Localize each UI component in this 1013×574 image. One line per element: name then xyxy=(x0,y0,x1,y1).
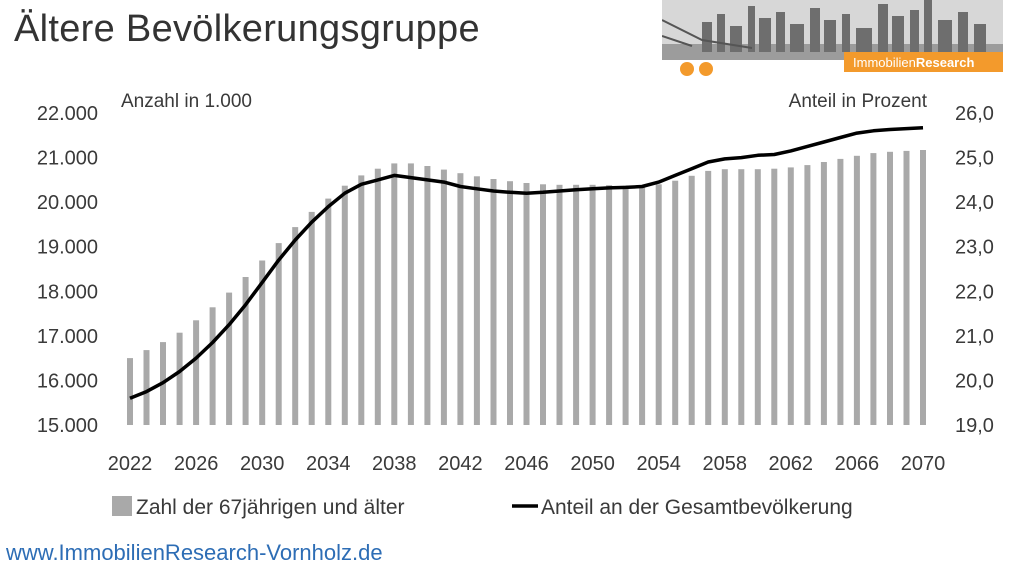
bar xyxy=(540,184,546,425)
bar xyxy=(606,185,613,425)
orange-dot-icon xyxy=(680,62,694,76)
bar xyxy=(358,175,365,425)
y-right-tick-label: 22,0 xyxy=(955,281,994,303)
bar xyxy=(523,183,530,425)
bar xyxy=(341,185,348,425)
x-tick-label: 2042 xyxy=(438,453,483,475)
y-left-tick-label: 22.000 xyxy=(37,103,98,125)
y-right-tick-label: 25,0 xyxy=(955,148,994,170)
series-line xyxy=(129,125,924,400)
skyline-logo-image: ImmobilienResearch xyxy=(661,0,1003,76)
bar xyxy=(275,243,282,425)
y-right-tick-label: 20,0 xyxy=(955,370,994,392)
bar xyxy=(259,260,266,425)
bar xyxy=(903,150,910,425)
bar xyxy=(176,332,183,425)
brand-bold-text: Research xyxy=(916,55,975,70)
right-axis-label: Anteil in Prozent xyxy=(789,91,928,112)
bar xyxy=(771,168,778,425)
x-tick-label: 2038 xyxy=(372,453,417,475)
bar xyxy=(622,185,629,425)
x-tick-label: 2054 xyxy=(636,453,681,475)
bar xyxy=(440,169,447,425)
x-tick-label: 2026 xyxy=(174,453,219,475)
x-tick-label: 2050 xyxy=(570,453,615,475)
bar xyxy=(242,277,249,425)
bar xyxy=(804,165,811,425)
bar xyxy=(820,162,827,425)
bar xyxy=(870,153,877,425)
bar xyxy=(787,167,794,425)
x-tick-label: 2062 xyxy=(769,453,814,475)
company-logo: ImmobilienResearch xyxy=(661,0,1003,80)
bar xyxy=(639,186,646,425)
x-tick-label: 2066 xyxy=(835,453,880,475)
bar xyxy=(507,181,513,425)
brand-light-text: Immobilien xyxy=(853,55,916,70)
x-tick-label: 2058 xyxy=(703,453,748,475)
bar xyxy=(887,151,893,426)
bar xyxy=(292,227,299,425)
bar xyxy=(209,307,216,425)
y-left-tick-label: 15.000 xyxy=(37,415,98,437)
legend-bar-label: Zahl der 67jährigen und älter xyxy=(136,496,405,519)
orange-dot-icon xyxy=(699,62,713,76)
y-right-tick-label: 23,0 xyxy=(955,237,994,259)
x-tick-label: 2046 xyxy=(504,453,549,475)
bar xyxy=(837,158,844,425)
bar xyxy=(325,198,332,425)
bar xyxy=(589,184,596,425)
bar xyxy=(308,211,315,425)
y-left-tick-label: 17.000 xyxy=(37,326,98,348)
y-left-tick-label: 18.000 xyxy=(37,281,98,303)
bar xyxy=(672,180,679,425)
bar xyxy=(490,179,497,425)
bar xyxy=(920,150,926,425)
bar xyxy=(705,170,712,425)
bar-series xyxy=(127,150,926,426)
y-right-tick-label: 24,0 xyxy=(955,192,994,214)
bar xyxy=(754,169,761,425)
x-axis-ticks: 2022 2026 2030 2034 2038 2042 2046 2050 2054 2058… xyxy=(108,453,946,475)
y-right-tick-label: 19,0 xyxy=(955,415,994,437)
y-right-tick-label: 26,0 xyxy=(955,103,994,125)
bar xyxy=(457,173,464,425)
x-tick-label: 2034 xyxy=(306,453,351,475)
legend-bar-swatch xyxy=(112,496,132,516)
bar xyxy=(473,176,480,425)
left-axis-ticks: 15.000 16.000 17.000 18.000 19.000 20.000 21.0… xyxy=(37,103,98,437)
y-right-tick-label: 21,0 xyxy=(955,326,994,348)
bar xyxy=(424,166,431,425)
legend-line-label: Anteil an der Gesamtbevölkerung xyxy=(541,496,853,519)
x-tick-label: 2022 xyxy=(108,453,153,475)
bar xyxy=(391,163,398,425)
legend: Zahl der 67jährigen und älter Anteil an … xyxy=(112,496,853,519)
chart-title: Ältere Bevölkerungsgruppe xyxy=(14,8,480,50)
bar xyxy=(127,358,133,425)
bar xyxy=(407,163,414,425)
bar xyxy=(655,184,662,425)
line-series xyxy=(129,125,924,400)
right-axis-ticks: 19,0 20,0 21,0 22,0 23,0 24,0 25,0 26,0 xyxy=(955,103,994,437)
bar xyxy=(556,184,563,425)
bar xyxy=(573,184,580,425)
bar xyxy=(721,169,728,425)
x-tick-label: 2070 xyxy=(901,453,946,475)
y-left-tick-label: 21.000 xyxy=(37,148,98,170)
svg-text:ImmobilienResearch: ImmobilienResearch xyxy=(853,55,974,70)
y-left-tick-label: 16.000 xyxy=(37,370,98,392)
bar xyxy=(226,292,233,425)
y-left-tick-label: 20.000 xyxy=(37,192,98,214)
footer-url-link[interactable]: www.ImmobilienResearch-Vornholz.de xyxy=(6,540,383,565)
bar xyxy=(853,155,860,426)
bar xyxy=(143,350,150,425)
bar xyxy=(688,175,695,425)
left-axis-label: Anzahl in 1.000 xyxy=(121,91,252,112)
bar xyxy=(374,168,381,425)
x-tick-label: 2030 xyxy=(240,453,285,475)
bar xyxy=(738,169,745,425)
y-left-tick-label: 19.000 xyxy=(37,237,98,259)
bar xyxy=(193,320,200,425)
